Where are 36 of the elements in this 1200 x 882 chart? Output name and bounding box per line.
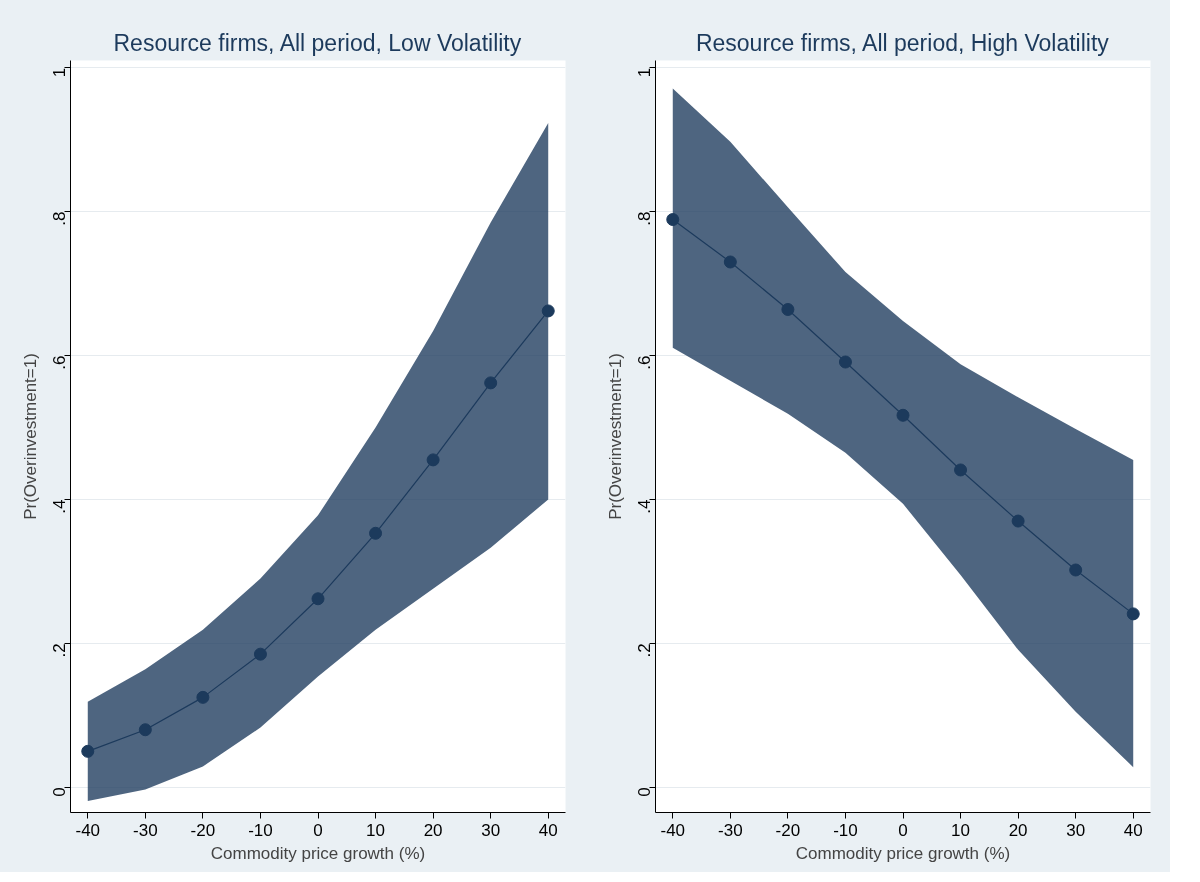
x-tick-label: 40 (1123, 820, 1143, 840)
x-tick-label: 0 (898, 820, 908, 840)
y-axis-title: Pr(Overinvestment=1) (605, 353, 625, 520)
x-tick-label: -20 (190, 820, 216, 840)
y-tick-label: .8 (635, 211, 655, 226)
y-tick-label: .4 (635, 499, 655, 514)
y-tick-label: .6 (50, 355, 70, 370)
y-tick-label: 0 (50, 787, 70, 797)
y-tick-label: 1 (635, 67, 655, 78)
x-tick-label: -10 (833, 820, 858, 840)
x-axis-title: Commodity price growth (%) (210, 843, 426, 863)
y-tick-label: 1 (50, 67, 70, 78)
x-tick-label: 10 (951, 820, 971, 840)
x-tick-label: -10 (248, 820, 273, 840)
x-tick-label: 40 (538, 820, 558, 840)
x-axis-title: Commodity price growth (%) (795, 843, 1011, 863)
y-tick-label: .8 (50, 211, 70, 226)
x-tick-label: 0 (313, 820, 323, 840)
x-tick-label: -30 (718, 820, 743, 840)
x-tick-label: -40 (75, 820, 101, 840)
x-tick-label: -40 (660, 820, 686, 840)
x-tick-label: -20 (775, 820, 801, 840)
y-tick-label: .4 (50, 499, 70, 514)
x-tick-label: 20 (423, 820, 443, 840)
y-axis-title: Pr(Overinvestment=1) (20, 353, 40, 520)
chart-title: Resource firms, All period, Low Volatility (113, 29, 522, 56)
x-tick-label: 20 (1008, 820, 1028, 840)
x-tick-label: -30 (133, 820, 158, 840)
y-tick-label: 0 (635, 787, 655, 797)
y-tick-label: .2 (635, 643, 655, 658)
y-tick-label: .2 (50, 643, 70, 658)
chart-title: Resource firms, All period, High Volatility (695, 29, 1110, 56)
x-tick-label: 30 (481, 820, 501, 840)
x-tick-label: 10 (366, 820, 386, 840)
y-tick-label: .6 (635, 355, 655, 370)
x-tick-label: 30 (1066, 820, 1086, 840)
